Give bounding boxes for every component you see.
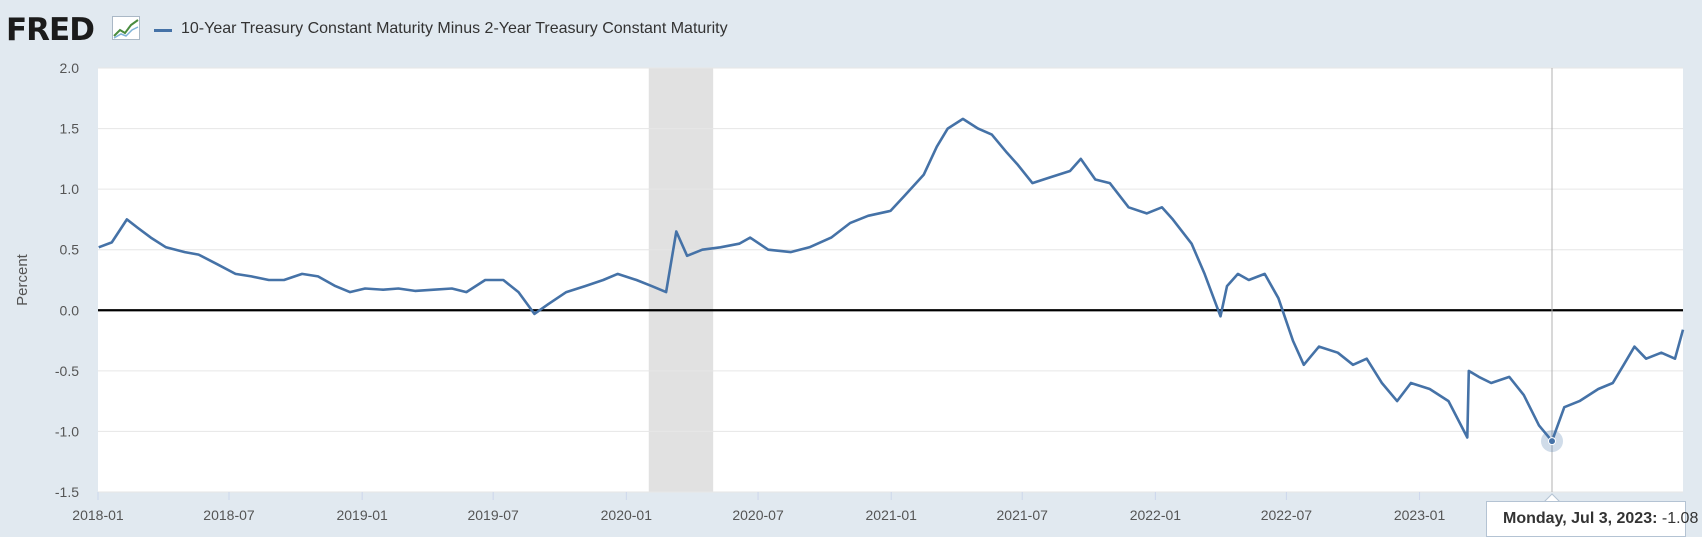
legend-series-label[interactable]: 10-Year Treasury Constant Maturity Minus… (181, 20, 728, 37)
x-tick-label: 2019-01 (336, 507, 388, 523)
highlight-point (1548, 437, 1557, 446)
tooltip-value: -1.08 (1661, 510, 1699, 527)
tooltip-date: Monday, Jul 3, 2023: (1503, 510, 1658, 527)
legend-swatch (154, 29, 172, 32)
x-tick-label: 2020-07 (732, 507, 784, 523)
x-tick-label: 2021-01 (866, 507, 918, 523)
y-tick-label: 2.0 (60, 60, 80, 76)
recession-band (648, 68, 714, 492)
y-tick-label: -0.5 (55, 363, 79, 379)
line-chart-icon (112, 16, 140, 40)
x-tick-label: 2022-01 (1130, 507, 1182, 523)
x-tick-label: 2018-01 (72, 507, 124, 523)
y-tick-label: 0.0 (60, 302, 80, 318)
x-tick-label: 2023-01 (1394, 507, 1446, 523)
x-tick-label: 2022-07 (1261, 507, 1313, 523)
x-tick-label: 2020-01 (601, 507, 653, 523)
y-tick-label: 0.5 (60, 242, 80, 258)
series-line (98, 117, 1685, 443)
x-tick-label: 2021-07 (997, 507, 1049, 523)
y-axis-label: Percent (14, 253, 31, 306)
tooltip: Monday, Jul 3, 2023: -1.08 (1486, 501, 1698, 537)
fred-logo[interactable]: FRED (6, 12, 95, 48)
y-tick-label: -1.5 (55, 484, 79, 500)
chart-header: FRED 10-Year Treasury Constant Maturity … (0, 0, 1702, 60)
y-tick-label: -1.0 (55, 423, 79, 439)
y-tick-label: 1.5 (60, 121, 80, 137)
y-tick-label: 1.0 (60, 181, 80, 197)
x-tick-label: 2018-07 (203, 507, 255, 523)
plot-area (98, 68, 1683, 492)
x-tick-label: 2019-07 (467, 507, 519, 523)
